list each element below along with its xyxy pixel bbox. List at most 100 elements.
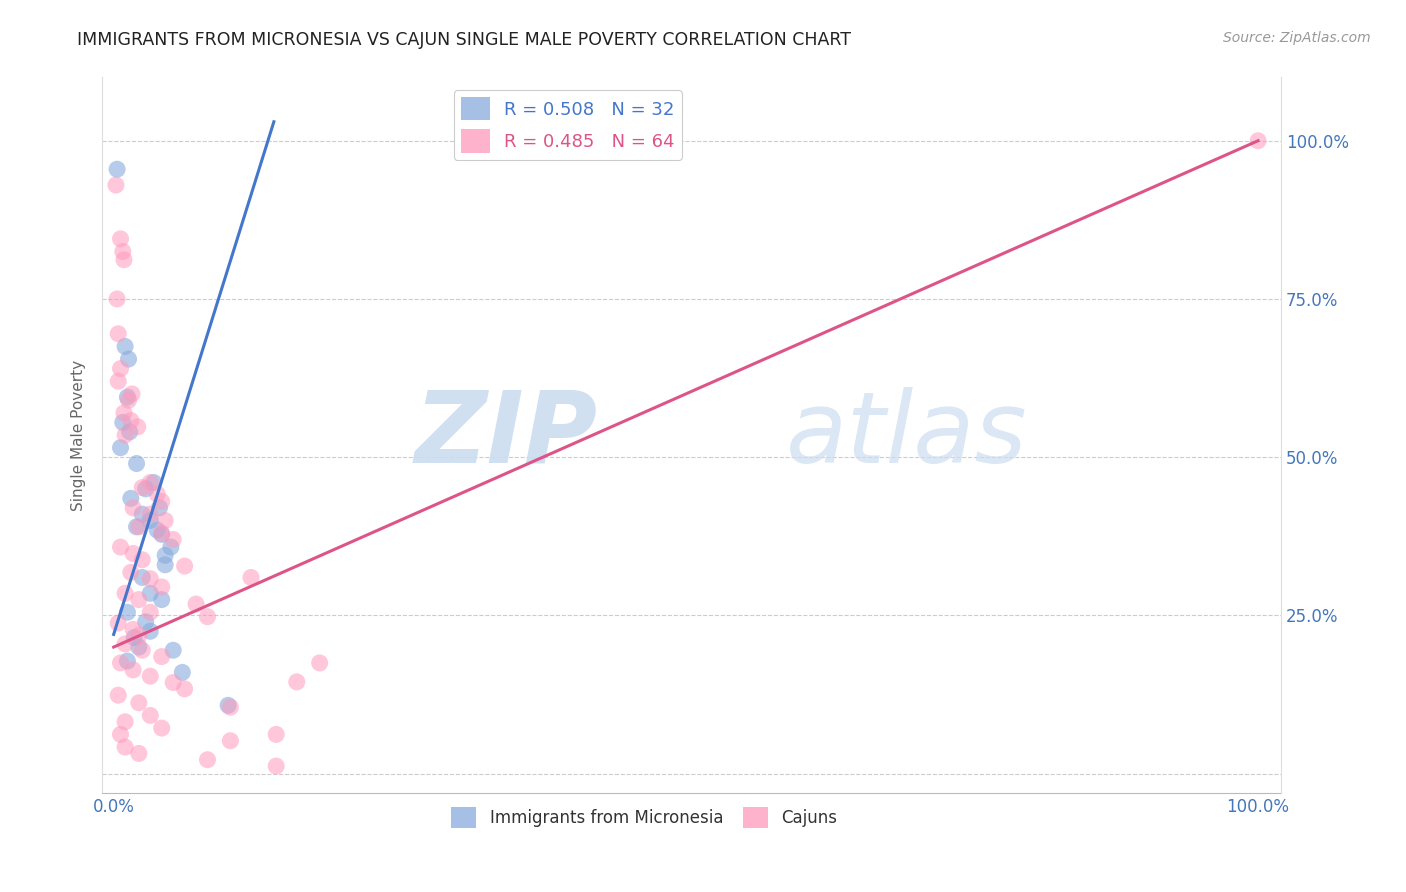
Point — [114, 740, 136, 755]
Point — [110, 540, 132, 554]
Point — [107, 688, 129, 702]
Point — [122, 500, 145, 515]
Point — [139, 586, 162, 600]
Point — [162, 643, 184, 657]
Point — [110, 361, 132, 376]
Point — [114, 637, 136, 651]
Point — [264, 727, 287, 741]
Point — [139, 507, 162, 521]
Point — [114, 339, 136, 353]
Point — [121, 387, 143, 401]
Point — [117, 605, 139, 619]
Point — [135, 482, 157, 496]
Point — [240, 570, 263, 584]
Point — [139, 572, 162, 586]
Point — [131, 570, 153, 584]
Text: Source: ZipAtlas.com: Source: ZipAtlas.com — [1223, 31, 1371, 45]
Point — [139, 605, 162, 619]
Point — [122, 623, 145, 637]
Point — [125, 457, 148, 471]
Point — [285, 674, 308, 689]
Point — [128, 629, 150, 643]
Point — [128, 520, 150, 534]
Point — [219, 733, 242, 747]
Point — [139, 669, 162, 683]
Point — [150, 527, 173, 541]
Point — [197, 753, 219, 767]
Text: ZIP: ZIP — [415, 386, 598, 483]
Point — [139, 708, 162, 723]
Point — [112, 406, 135, 420]
Point — [150, 494, 173, 508]
Point — [131, 643, 153, 657]
Point — [118, 425, 141, 439]
Point — [153, 558, 176, 572]
Point — [128, 696, 150, 710]
Point — [110, 727, 132, 741]
Point — [122, 631, 145, 645]
Point — [120, 566, 142, 580]
Point — [107, 374, 129, 388]
Point — [117, 390, 139, 404]
Point — [264, 759, 287, 773]
Point — [308, 656, 330, 670]
Point — [217, 698, 239, 713]
Point — [197, 609, 219, 624]
Point — [110, 656, 132, 670]
Text: IMMIGRANTS FROM MICRONESIA VS CAJUN SINGLE MALE POVERTY CORRELATION CHART: IMMIGRANTS FROM MICRONESIA VS CAJUN SING… — [77, 31, 851, 49]
Point — [125, 520, 148, 534]
Legend: Immigrants from Micronesia, Cajuns: Immigrants from Micronesia, Cajuns — [444, 801, 844, 834]
Point — [104, 178, 127, 192]
Point — [160, 540, 183, 554]
Point — [139, 475, 162, 490]
Point — [146, 487, 169, 501]
Point — [114, 428, 136, 442]
Point — [153, 514, 176, 528]
Point — [128, 640, 150, 654]
Point — [131, 507, 153, 521]
Point — [117, 654, 139, 668]
Point — [131, 481, 153, 495]
Point — [128, 592, 150, 607]
Point — [120, 491, 142, 506]
Point — [122, 663, 145, 677]
Point — [162, 533, 184, 547]
Point — [150, 526, 173, 541]
Point — [122, 546, 145, 560]
Point — [114, 714, 136, 729]
Point — [139, 624, 162, 639]
Point — [219, 700, 242, 714]
Point — [128, 747, 150, 761]
Point — [142, 475, 165, 490]
Point — [131, 553, 153, 567]
Point — [135, 615, 157, 629]
Point — [105, 162, 128, 177]
Point — [150, 580, 173, 594]
Point — [110, 441, 132, 455]
Point — [114, 586, 136, 600]
Point — [107, 615, 129, 630]
Point — [112, 252, 135, 267]
Point — [110, 232, 132, 246]
Point — [184, 597, 207, 611]
Point — [146, 523, 169, 537]
Text: atlas: atlas — [786, 386, 1028, 483]
Point — [105, 292, 128, 306]
Point — [107, 326, 129, 341]
Y-axis label: Single Male Poverty: Single Male Poverty — [72, 359, 86, 510]
Point — [117, 393, 139, 408]
Point — [111, 416, 134, 430]
Point — [117, 352, 139, 367]
Point — [148, 500, 170, 515]
Point — [150, 721, 173, 735]
Point — [150, 649, 173, 664]
Point — [127, 419, 149, 434]
Point — [173, 681, 195, 696]
Point — [153, 549, 176, 563]
Point — [162, 675, 184, 690]
Point — [172, 665, 194, 680]
Point — [173, 559, 195, 574]
Point — [111, 244, 134, 259]
Point — [150, 592, 173, 607]
Point — [139, 514, 162, 528]
